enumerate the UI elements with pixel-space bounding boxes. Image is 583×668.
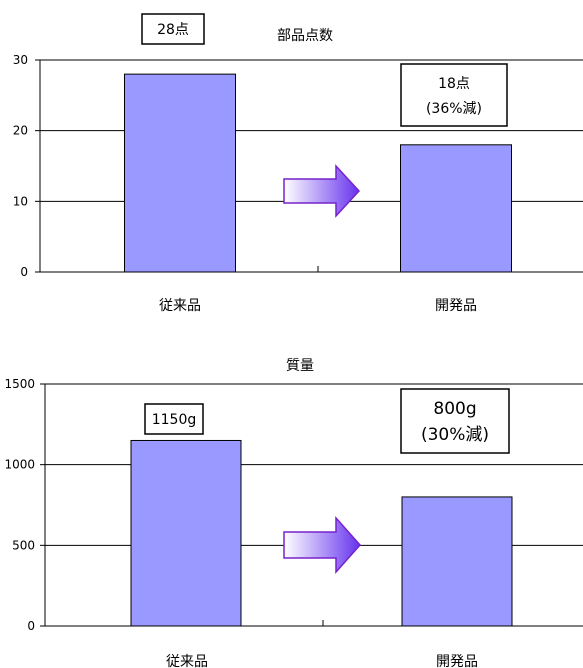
annotation-text: 800g bbox=[433, 399, 476, 419]
y-tick-label: 1000 bbox=[4, 458, 35, 472]
y-tick-label: 500 bbox=[12, 538, 35, 552]
annotation-box-developed: 800g (30%減) bbox=[400, 388, 510, 454]
annotation-box-conventional: 1150g bbox=[144, 403, 204, 435]
annotation-text: 18点 bbox=[438, 76, 470, 92]
bar-developed bbox=[400, 144, 512, 273]
chart-title: 質量 bbox=[286, 358, 314, 374]
y-tick-label: 1500 bbox=[4, 377, 35, 391]
chart-title: 部品点数 bbox=[277, 28, 333, 44]
y-tick-label: 20 bbox=[13, 124, 28, 138]
annotation-subtext: (36%減) bbox=[426, 100, 482, 117]
annotation-box-developed: 18点 (36%減) bbox=[400, 63, 508, 127]
y-tick-label: 0 bbox=[20, 265, 28, 279]
y-tick-label: 30 bbox=[13, 53, 28, 67]
bar-conventional bbox=[124, 73, 236, 273]
annotation-box-conventional: 28点 bbox=[141, 13, 205, 45]
chart-mass: 質量 0 500 1000 1500 従来品 開発品 1150g 800g (30%減… bbox=[4, 358, 583, 668]
y-axis-ticks: 0 10 20 30 bbox=[13, 53, 40, 279]
y-tick-label: 10 bbox=[13, 194, 28, 208]
annotation-subtext: (30%減) bbox=[421, 425, 489, 445]
y-tick-label: 0 bbox=[27, 619, 35, 633]
x-tick-label-developed: 開発品 bbox=[436, 654, 478, 668]
bars bbox=[130, 439, 513, 627]
bar-developed bbox=[401, 496, 513, 627]
right-arrow-icon bbox=[283, 516, 362, 574]
y-axis-ticks: 0 500 1000 1500 bbox=[4, 377, 45, 633]
x-tick-label-conventional: 従来品 bbox=[159, 298, 201, 314]
annotation-text: 1150g bbox=[152, 412, 197, 428]
x-tick-label-developed: 開発品 bbox=[435, 298, 477, 314]
annotation-text: 28点 bbox=[157, 22, 189, 38]
chart-parts-count: 部品点数 0 10 20 30 従来品 開発品 28点 18点 (36%減) bbox=[13, 13, 583, 314]
x-tick-label-conventional: 従来品 bbox=[166, 654, 208, 668]
right-arrow-icon bbox=[283, 164, 361, 218]
bar-conventional bbox=[130, 439, 242, 627]
